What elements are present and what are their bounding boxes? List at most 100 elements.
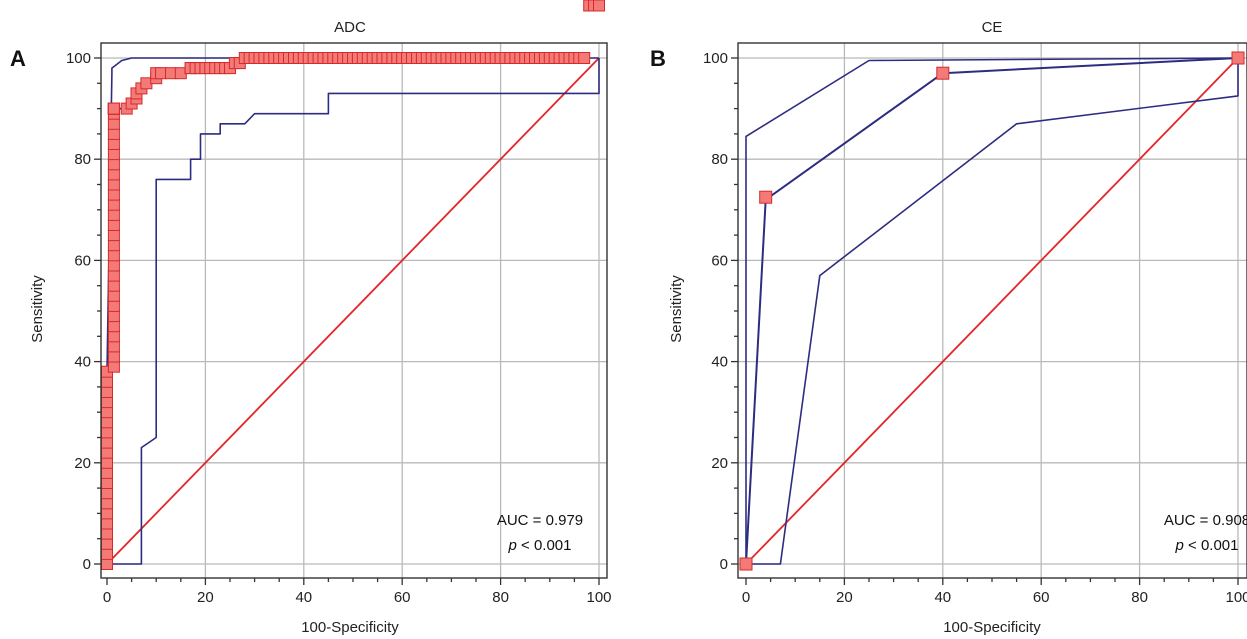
roc-point (101, 507, 113, 520)
roc-point (107, 350, 120, 363)
x-tick-label: 60 (1033, 589, 1050, 606)
roc-point (101, 416, 113, 429)
y-tick-label: 60 (74, 252, 91, 269)
roc-point (107, 158, 120, 171)
reference-diagonal-line (106, 57, 600, 565)
roc-curve-line (106, 57, 585, 564)
panel-a-p-annotation: p < 0.001 (508, 537, 572, 554)
panel-a-auc-annotation: AUC = 0.979 (497, 512, 583, 529)
panel-b: B CE 100-Specificity Sensitivity 0 20 40 60… (650, 19, 1247, 636)
y-tick-label: 20 (711, 455, 728, 472)
roc-point (101, 456, 113, 469)
y-tick-label: 60 (711, 252, 728, 269)
roc-point (107, 198, 120, 211)
roc-point (101, 477, 113, 489)
x-tick-label: 40 (295, 589, 312, 606)
panel-a-frame (100, 42, 608, 579)
roc-point (107, 127, 120, 140)
roc-point (107, 259, 120, 272)
panel-b-title: CE (982, 19, 1003, 36)
y-tick-label: 100 (66, 50, 91, 67)
panel-a-p-value: < 0.001 (517, 537, 572, 554)
panel-b-frame (737, 42, 1247, 579)
roc-point (739, 557, 753, 571)
ci-upper-line (745, 57, 1239, 564)
roc-point (101, 537, 113, 550)
y-tick-label: 40 (74, 354, 91, 371)
roc-point (1231, 51, 1245, 65)
panel-a: A ADC 100-Specificity Sensitivity 0 20 40 6… (10, 0, 612, 636)
x-tick-label: 100 (1225, 589, 1247, 606)
panel-b-auc-annotation: AUC = 0.908 (1164, 512, 1247, 529)
x-tick-label: 20 (197, 589, 214, 606)
roc-point (107, 310, 120, 323)
roc-point (107, 299, 120, 312)
x-tick-label: 100 (586, 589, 611, 606)
roc-point (107, 117, 120, 130)
roc-point (936, 66, 950, 80)
roc-point (101, 426, 113, 439)
panel-b-y-axis-label: Sensitivity (668, 275, 685, 343)
roc-point (107, 229, 120, 242)
panel-a-y-axis-label: Sensitivity (29, 275, 46, 343)
roc-point (107, 148, 120, 161)
roc-point (101, 446, 113, 459)
y-tick-label: 20 (74, 455, 91, 472)
roc-point (155, 67, 168, 80)
y-tick-label: 100 (703, 50, 728, 67)
y-tick-label: 40 (711, 354, 728, 371)
x-tick-label: 40 (934, 589, 951, 606)
panel-letter-a: A (10, 46, 26, 71)
roc-point (101, 558, 113, 570)
roc-point (101, 497, 113, 510)
panel-b-p-value: < 0.001 (1184, 537, 1239, 554)
roc-point (101, 406, 113, 419)
panel-a-plot-area (101, 0, 605, 570)
y-tick-label: 80 (711, 151, 728, 168)
panel-letter-b: B (650, 46, 666, 71)
ci-lower-line (746, 58, 1239, 565)
roc-point (107, 320, 120, 333)
roc-point (107, 208, 120, 221)
roc-point (107, 289, 120, 302)
y-tick-label: 0 (83, 556, 91, 573)
roc-point (107, 219, 120, 231)
roc-point (101, 547, 113, 560)
roc-point (107, 330, 120, 343)
roc-point (101, 487, 113, 500)
roc-point (107, 340, 120, 353)
roc-point (107, 138, 120, 150)
roc-point (101, 396, 113, 409)
x-tick-label: 60 (394, 589, 411, 606)
panel-a-ticks: 0 20 40 60 80 100 0 20 40 60 80 100 (66, 50, 612, 606)
roc-point (759, 190, 773, 204)
roc-point (107, 279, 120, 292)
roc-point (107, 249, 120, 262)
roc-point (593, 0, 605, 12)
roc-point (101, 386, 113, 398)
x-tick-label: 80 (1131, 589, 1148, 606)
y-tick-label: 80 (74, 151, 91, 168)
roc-point (101, 375, 113, 388)
roc-point (107, 188, 120, 201)
x-tick-label: 0 (103, 589, 111, 606)
x-tick-label: 0 (742, 589, 750, 606)
panel-a-title: ADC (334, 19, 366, 36)
x-tick-label: 80 (492, 589, 509, 606)
roc-point (107, 269, 120, 282)
roc-point (107, 239, 120, 252)
roc-point (107, 178, 120, 191)
panel-b-ticks: 0 20 40 60 80 100 0 20 40 60 80 100 (703, 50, 1247, 606)
panel-b-p-annotation: p < 0.001 (1175, 537, 1239, 554)
roc-point (107, 360, 120, 373)
panel-b-plot-area (739, 51, 1245, 571)
roc-point (107, 102, 120, 115)
roc-point (101, 466, 113, 479)
panel-b-x-axis-label: 100-Specificity (943, 619, 1041, 636)
roc-curve-line (745, 57, 1239, 565)
y-tick-label: 0 (720, 556, 728, 573)
roc-point (101, 527, 113, 540)
x-tick-label: 20 (836, 589, 853, 606)
panel-b-p-symbol: p (1175, 537, 1184, 554)
